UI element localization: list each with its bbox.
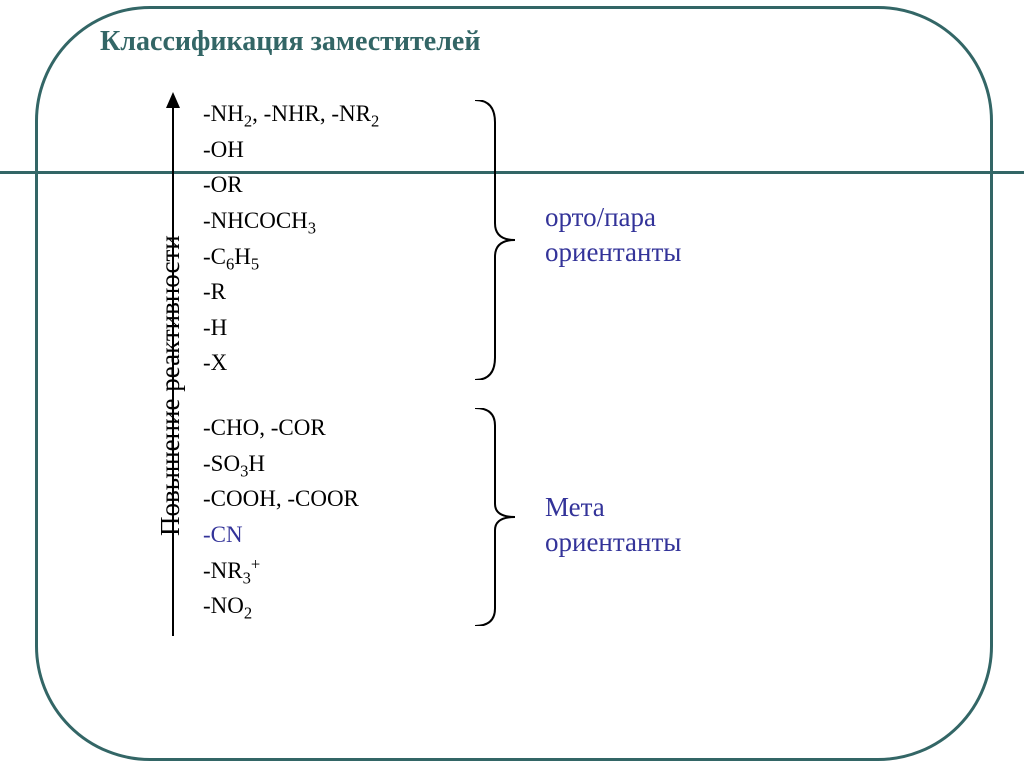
meta-brace [475,408,515,626]
substituent-item: -C6H5 [203,239,379,275]
substituent-item: -NR3+ [203,553,359,589]
substituent-item: -OH [203,132,379,168]
ortho-para-group-list: -NH2, -NHR, -NR2-OH-OR-NHCOCH3-C6H5-R-H-… [203,96,379,381]
label-line: ориентанты [545,525,681,560]
substituent-item: -NO2 [203,588,359,624]
meta-label: Метаориентанты [545,490,681,560]
meta-group-list: -CHO, -COR-SO3H-COOH, -COOR-CN-NR3+-NO2 [203,410,359,624]
substituent-item: -CHO, -COR [203,410,359,446]
reactivity-axis-label: Повышение реактивности [155,235,186,536]
slide-title: Классификация заместителей [100,26,481,58]
substituent-item: -OR [203,167,379,203]
ortho-para-brace [475,100,515,380]
label-line: ориентанты [545,235,681,270]
substituent-item: -NH2, -NHR, -NR2 [203,96,379,132]
ortho-para-label: орто/параориентанты [545,200,681,270]
substituent-item: -H [203,310,379,346]
substituent-item: -SO3H [203,446,359,482]
substituent-item: -CN [203,517,359,553]
substituent-item: -NHCOCH3 [203,203,379,239]
slide-root: Классификация заместителей Повышение реа… [0,0,1024,767]
label-line: Мета [545,490,681,525]
substituent-item: -COOH, -COOR [203,481,359,517]
reactivity-arrow-head [166,92,180,108]
substituent-item: -X [203,345,379,381]
substituent-item: -R [203,274,379,310]
label-line: орто/пара [545,200,681,235]
